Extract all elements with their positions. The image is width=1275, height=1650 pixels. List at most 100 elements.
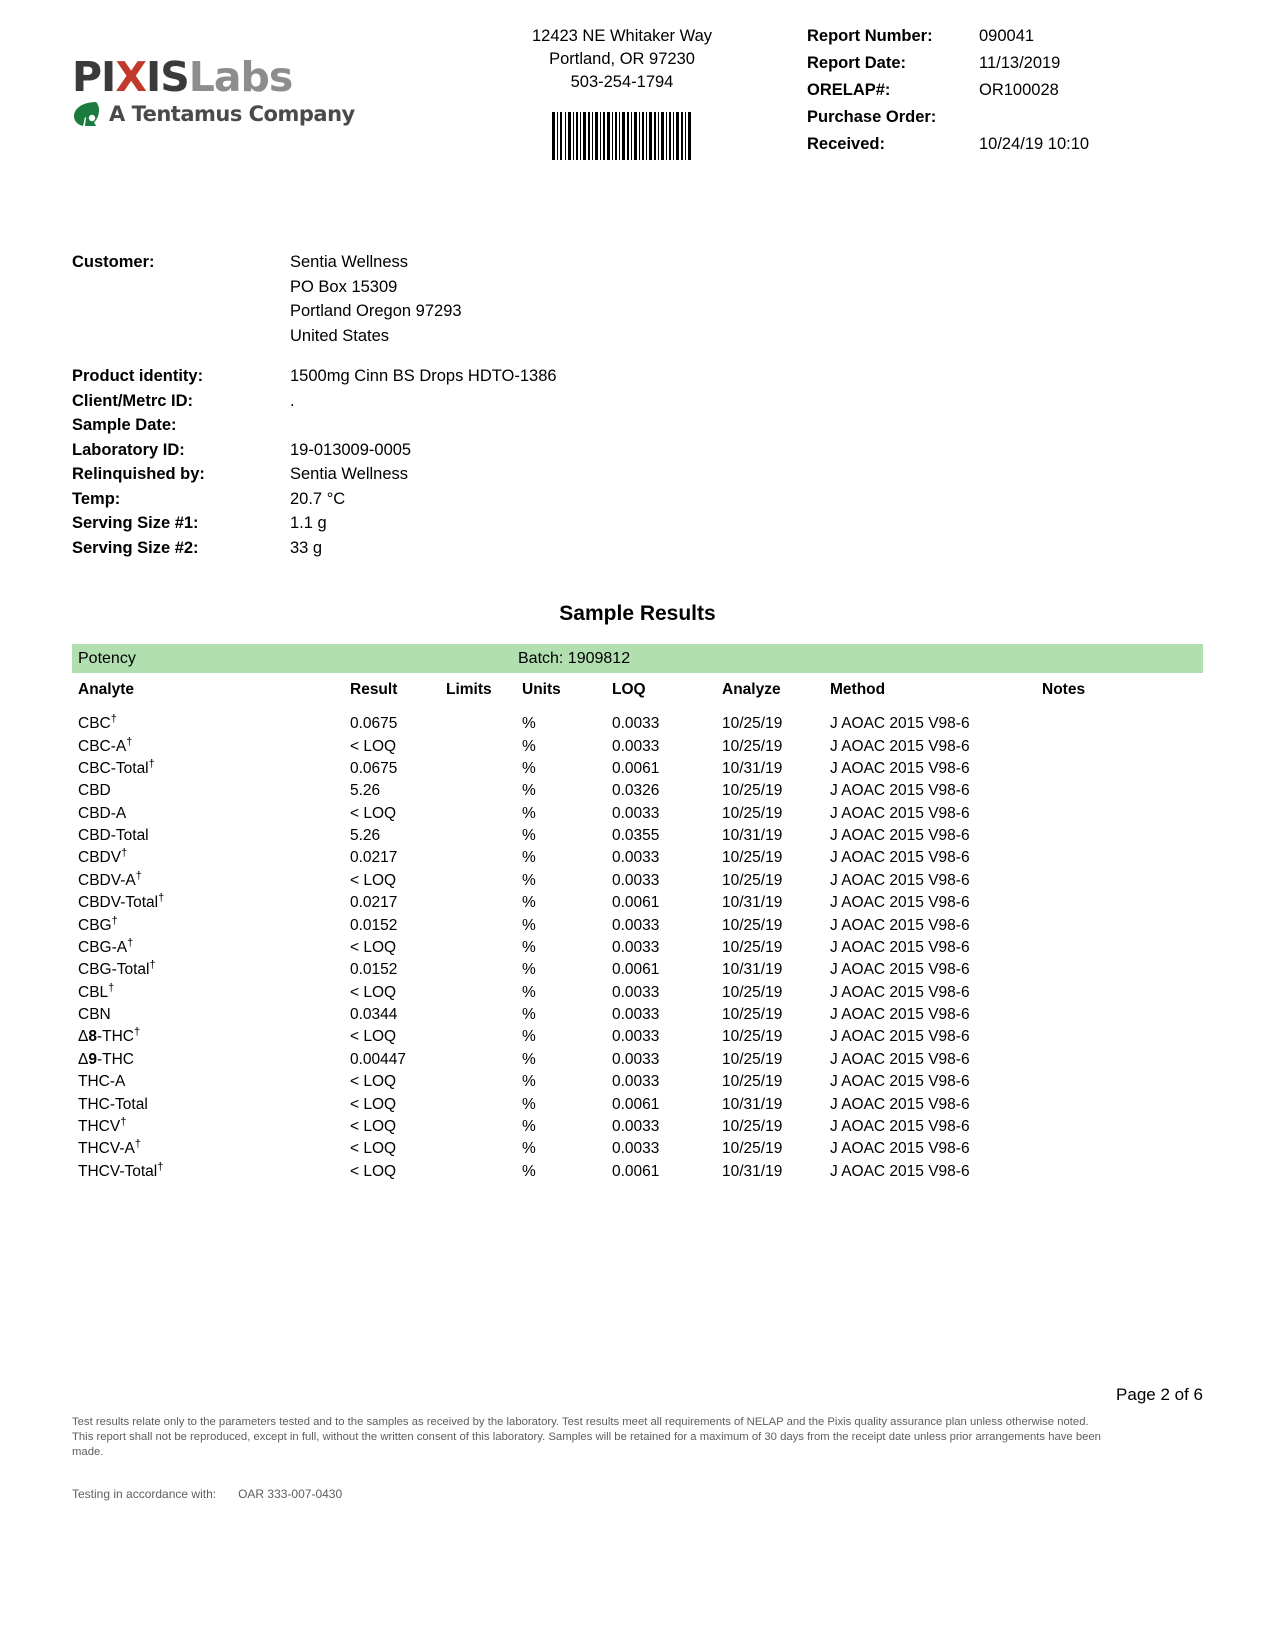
cell-analyte: THC-Total [78,1095,148,1113]
cell-loq: 0.0033 [612,737,660,755]
dagger-marker: † [148,757,155,770]
sample-results-title: Sample Results [559,602,716,625]
cell-units: % [522,871,536,889]
cell-analyte: CBL† [78,981,115,1001]
dagger-marker: † [110,713,117,726]
cell-loq: 0.0033 [612,916,660,934]
accordance-value: OAR 333-007-0430 [238,1487,343,1501]
report-meta-list: Report Number: 090041 Report Date: 11/13… [807,23,1207,158]
cell-notes [1042,1138,1203,1160]
cell-method: J AOAC 2015 V98-6 [830,1117,970,1135]
cell-method: J AOAC 2015 V98-6 [830,916,970,934]
cell-notes [1042,713,1203,735]
cell-notes [1042,780,1203,802]
cell-limits [446,713,522,735]
cell-analyte: CBG† [78,914,118,934]
cell-loq: 0.0033 [612,938,660,956]
cell-units: % [522,1006,536,1024]
info-label: Temp: [72,489,121,508]
cell-analyte: CBDV† [78,847,128,867]
dagger-marker: † [127,936,134,949]
cell-units: % [522,1117,536,1135]
meta-label: Report Number: [807,27,933,45]
barcode-image [552,112,691,160]
results-body: CBC† 0.0675% 0.0033 10/25/19 J AOAC 2015 V98… [72,713,1203,1183]
meta-row-received: Received: 10/24/19 10:10 [807,131,1207,158]
cell-result: 0.0675 [350,759,398,777]
meta-row-orelap: ORELAP#: OR100028 [807,77,1207,104]
cell-limits [446,735,522,757]
cell-result: < LOQ [350,983,397,1001]
cell-units: % [522,1073,536,1091]
cell-method: J AOAC 2015 V98-6 [830,938,970,956]
info-label: Product identity: [72,367,204,385]
cell-result: 0.0217 [350,894,398,912]
cell-result: < LOQ [350,804,397,822]
cell-limits [446,937,522,959]
dagger-marker: † [126,735,133,748]
table-row: THCV-A† < LOQ% 0.0033 10/25/19 J AOAC 2015 V… [72,1138,1203,1160]
cell-units: % [522,1162,536,1180]
meta-value [979,104,1207,131]
cell-units: % [522,1050,536,1068]
cell-result: 5.26 [350,827,381,845]
cell-limits [446,1026,522,1048]
cell-loq: 0.0033 [612,983,660,1001]
table-row: CBDV† 0.0217% 0.0033 10/25/19 J AOAC 2015 V9… [72,847,1203,869]
cell-analyte: CBG-Total† [78,959,156,979]
cell-analyte: CBD-Total [78,827,149,845]
table-row: CBL† < LOQ% 0.0033 10/25/19 J AOAC 2015 V98-… [72,982,1203,1004]
cell-notes [1042,1026,1203,1048]
cell-limits [446,1161,522,1183]
table-row: CBC-Total† 0.0675% 0.0061 10/31/19 J AOAC 20… [72,758,1203,780]
cell-result: 0.00447 [350,1050,407,1068]
table-row: THC-A < LOQ% 0.0033 10/25/19 J AOAC 2015 V98… [72,1071,1203,1093]
cell-result: 5.26 [350,782,381,800]
dagger-marker: † [134,1138,141,1151]
cell-analyte: Δ8-THC† [78,1026,141,1046]
info-row-relinquished-by: Relinquished by: Sentia Wellness [72,462,1203,487]
cell-result: < LOQ [350,1073,397,1091]
logo-wordmark: PIXISLabs [72,55,372,99]
cell-analyze: 10/31/19 [722,1162,783,1180]
cell-notes [1042,1116,1203,1138]
cell-method: J AOAC 2015 V98-6 [830,759,970,777]
disclaimer-text: Test results relate only to the paramete… [72,1416,1101,1458]
cell-analyte: THCV† [78,1115,127,1135]
cell-limits [446,1049,522,1071]
dagger-marker: † [121,847,128,860]
info-row-product-identity: Product identity: 1500mg Cinn BS Drops H… [72,364,1203,389]
table-row: CBDV-Total† 0.0217% 0.0061 10/31/19 J AOAC 2… [72,892,1203,914]
meta-label: ORELAP#: [807,81,891,99]
cell-notes [1042,870,1203,892]
cell-analyze: 10/25/19 [722,871,783,889]
cell-units: % [522,759,536,777]
cell-result: < LOQ [350,938,397,956]
cell-limits [446,1071,522,1093]
cell-method: J AOAC 2015 V98-6 [830,1162,970,1180]
cell-result: < LOQ [350,871,397,889]
cell-analyte: THCV-A† [78,1138,141,1158]
cell-loq: 0.0033 [612,849,660,867]
info-label: Sample Date: [72,416,177,434]
lab-logo: PIXISLabs A Tentamus Company [72,55,372,127]
cell-method: J AOAC 2015 V98-6 [830,1050,970,1068]
cell-method: J AOAC 2015 V98-6 [830,1006,970,1024]
dagger-marker: † [111,914,118,927]
cell-method: J AOAC 2015 V98-6 [830,961,970,979]
cell-limits [446,982,522,1004]
logo-text-x: X [115,53,147,101]
cell-analyze: 10/25/19 [722,737,783,755]
cell-units: % [522,1140,536,1158]
cell-method: J AOAC 2015 V98-6 [830,871,970,889]
dagger-marker: † [149,959,156,972]
cell-loq: 0.0033 [612,1006,660,1024]
cell-method: J AOAC 2015 V98-6 [830,849,970,867]
cell-loq: 0.0061 [612,1162,660,1180]
info-value: 1.1 g [290,514,327,532]
logo-text-pi: PI [72,53,116,101]
cell-loq: 0.0061 [612,894,660,912]
cell-analyte: CBC-Total† [78,757,155,777]
accordance-row: Testing in accordance with: OAR 333-007-0… [72,1487,342,1501]
info-label: Serving Size #2: [72,538,199,557]
